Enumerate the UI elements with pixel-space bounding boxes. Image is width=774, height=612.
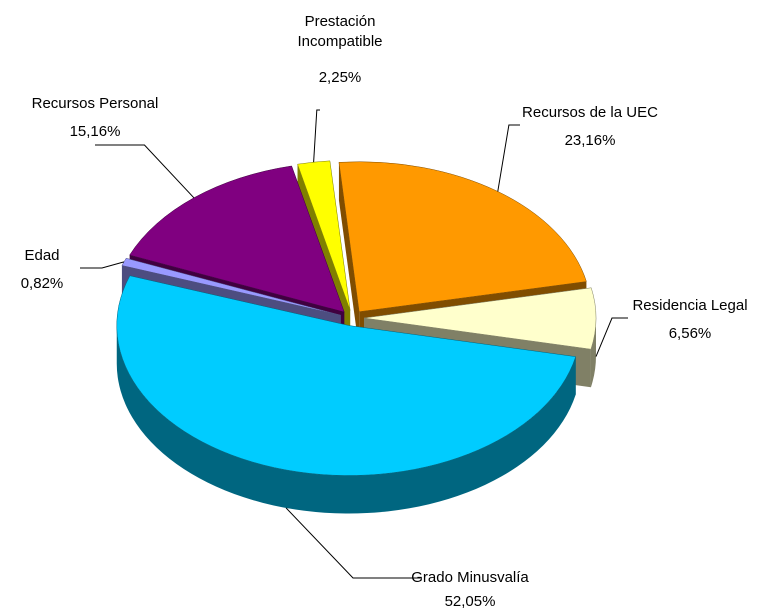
slice-value-label: 6,56%: [668, 325, 712, 342]
slice-label: Recursos de la UEC: [522, 104, 658, 121]
slice-label: Grado Minusvalía: [411, 569, 529, 586]
slice-wall: [338, 162, 360, 350]
slice-label: Edad: [24, 247, 60, 264]
pie-slice: [338, 161, 587, 313]
slice-side: [116, 325, 576, 514]
leader-line: [595, 317, 628, 357]
slice-value-label: 0,82%: [20, 275, 64, 292]
slice-label: Prestación Incompatible: [297, 13, 383, 50]
slice-value-label: 52,05%: [444, 593, 496, 610]
slice-value-label: 15,16%: [69, 123, 121, 140]
slice-label: Residencia Legal: [632, 297, 748, 314]
pie-slice: [116, 275, 577, 476]
slice-label: Recursos Personal: [31, 95, 159, 112]
slice-value-label: 2,25%: [318, 69, 362, 86]
leader-line: [497, 124, 520, 192]
pie-slice: [297, 160, 351, 311]
leader-line: [313, 109, 320, 163]
slice-value-label: 23,16%: [564, 132, 616, 149]
leader-line: [80, 261, 125, 269]
pie-slice: [363, 287, 597, 350]
slice-side: [590, 318, 596, 388]
leader-line: [95, 144, 195, 199]
pie-slice: [129, 165, 345, 313]
leader-line: [285, 507, 420, 579]
